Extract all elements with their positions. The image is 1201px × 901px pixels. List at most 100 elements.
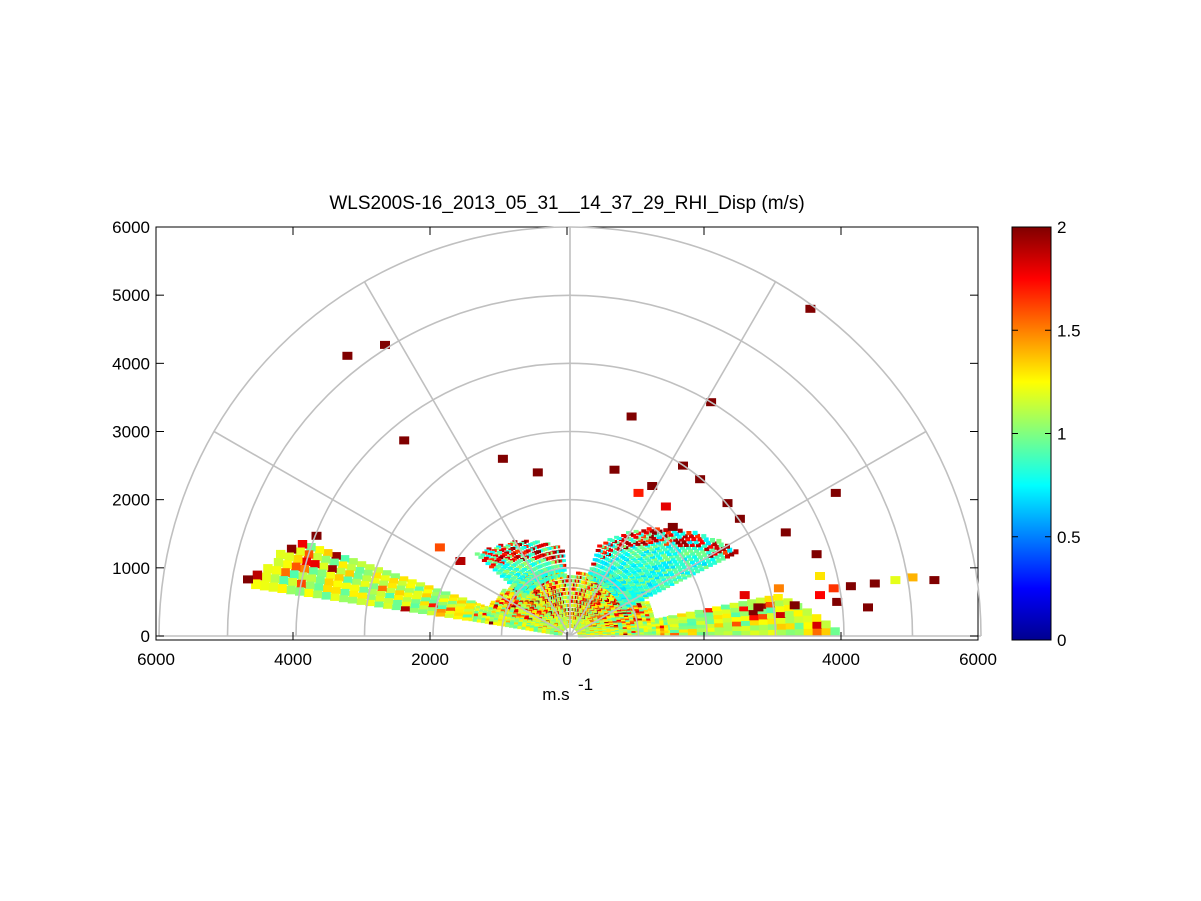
- data-cell: [684, 560, 690, 564]
- data-cell: [668, 615, 678, 619]
- data-cell: [347, 596, 358, 604]
- outlier-cell: [311, 531, 322, 540]
- data-cell: [657, 564, 663, 568]
- data-cell: [496, 598, 501, 602]
- data-cell: [466, 600, 476, 604]
- data-cell: [340, 588, 350, 596]
- data-cell: [664, 565, 670, 569]
- data-cell: [391, 604, 401, 611]
- data-cell: [635, 609, 640, 613]
- data-cell: [493, 620, 498, 624]
- data-cell: [637, 577, 643, 581]
- data-cell: [496, 622, 502, 626]
- data-cell: [630, 624, 636, 628]
- data-cell: [639, 633, 645, 637]
- data-cell: [644, 549, 649, 553]
- data-cell: [636, 592, 642, 596]
- data-cell: [627, 633, 632, 637]
- data-cell: [625, 620, 630, 624]
- data-cell: [730, 607, 740, 613]
- data-cell: [363, 569, 373, 577]
- data-cell: [624, 615, 629, 619]
- data-cell: [499, 602, 504, 605]
- data-cell: [499, 613, 504, 617]
- data-cell: [661, 553, 667, 557]
- chart-title: WLS200S-16_2013_05_31__14_37_29_RHI_Disp…: [329, 193, 804, 214]
- data-cell: [759, 624, 769, 631]
- data-cell: [278, 576, 289, 585]
- data-cell: [794, 628, 805, 636]
- data-cell: [646, 617, 651, 621]
- data-cell: [350, 584, 360, 592]
- data-cell: [503, 546, 509, 549]
- data-cell: [677, 616, 687, 621]
- data-cell: [650, 555, 655, 559]
- data-cell: [439, 594, 450, 599]
- data-cell: [764, 595, 774, 602]
- data-cell: [506, 596, 511, 600]
- data-cell: [418, 609, 428, 614]
- data-cell: [639, 598, 645, 601]
- data-cell: [665, 585, 671, 588]
- data-cell: [687, 540, 693, 545]
- x-tick-label: 6000: [959, 650, 997, 669]
- data-cell: [685, 537, 691, 542]
- data-cell: [640, 553, 646, 557]
- data-cell: [687, 621, 697, 626]
- data-cell: [647, 546, 653, 550]
- data-cell: [508, 612, 513, 616]
- data-cell: [312, 553, 322, 562]
- data-cell: [505, 591, 510, 595]
- data-cell: [765, 601, 775, 608]
- data-cell: [489, 617, 494, 621]
- data-cell: [714, 545, 720, 550]
- data-cell: [510, 584, 516, 588]
- outlier-cell: [739, 591, 750, 600]
- data-cell: [630, 622, 635, 626]
- data-cell: [588, 571, 594, 575]
- data-cell: [630, 609, 636, 613]
- data-cell: [687, 628, 698, 633]
- data-cell: [646, 566, 652, 570]
- data-cell: [503, 614, 508, 618]
- data-cell: [375, 596, 385, 603]
- data-cell: [485, 618, 490, 622]
- data-cell: [495, 552, 500, 556]
- data-cell: [507, 581, 512, 585]
- data-cell: [712, 560, 718, 565]
- data-cell: [698, 546, 704, 551]
- data-cell: [803, 628, 814, 636]
- data-cell: [663, 528, 669, 532]
- data-cell: [473, 613, 478, 617]
- data-cell: [553, 632, 558, 636]
- data-cell: [651, 621, 656, 625]
- data-cell: [643, 595, 649, 599]
- data-cell: [445, 610, 455, 615]
- data-cell: [705, 619, 715, 624]
- colorbar-ticks: 0 0.5 1 1.5 2: [1012, 218, 1081, 650]
- data-cell: [634, 598, 640, 602]
- data-cell: [631, 570, 637, 574]
- data-cell: [690, 551, 696, 556]
- outlier-cell: [722, 499, 733, 508]
- data-cell: [488, 607, 493, 611]
- data-cell: [646, 603, 651, 607]
- data-cell: [512, 613, 517, 617]
- data-cell: [505, 622, 510, 626]
- data-cell: [636, 611, 641, 615]
- data-cell: [323, 549, 333, 557]
- data-cell: [643, 609, 649, 613]
- data-cell: [638, 623, 644, 627]
- outlier-cell: [667, 522, 678, 531]
- data-cell: [785, 622, 796, 630]
- data-cell: [635, 537, 641, 541]
- data-cell: [497, 551, 502, 554]
- data-cell: [633, 529, 639, 534]
- data-cell: [353, 572, 363, 580]
- data-cell: [732, 630, 742, 636]
- data-cell: [622, 625, 627, 629]
- data-cell: [510, 618, 515, 622]
- data-cell: [502, 603, 508, 607]
- data-cell: [794, 615, 804, 623]
- data-cell: [448, 597, 458, 602]
